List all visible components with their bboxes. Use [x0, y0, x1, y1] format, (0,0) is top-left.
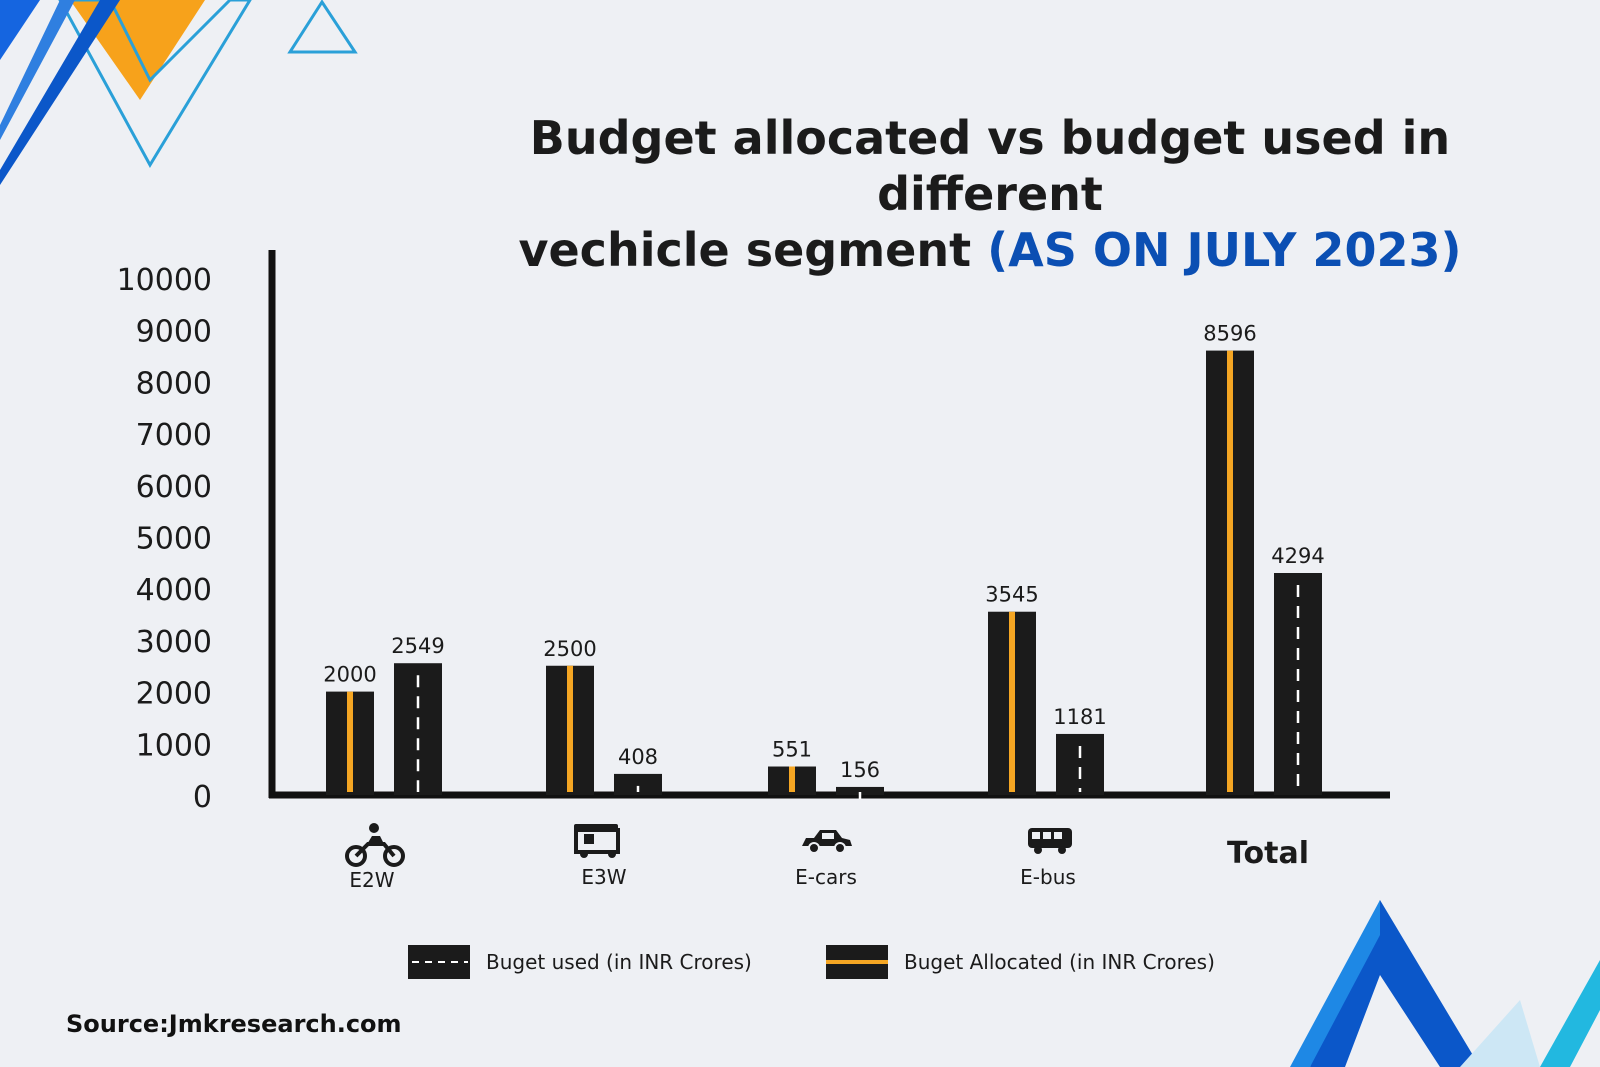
bus-icon [1028, 828, 1072, 854]
data-label: 2500 [543, 637, 596, 661]
category-label-e3w: E3W [581, 865, 627, 889]
chart-title: Budget allocated vs budget used in diffe… [440, 110, 1540, 278]
data-label: 2000 [323, 663, 376, 687]
y-tick-label: 2000 [136, 677, 212, 712]
data-label: 4294 [1271, 544, 1324, 568]
y-tick-label: 7000 [136, 418, 212, 453]
legend-used: Buget used (in INR Crores) [408, 945, 752, 979]
bar-used [1056, 733, 1104, 795]
y-tick-label: 0 [193, 780, 212, 815]
motorcycle-icon [345, 823, 405, 867]
y-tick-label: 1000 [136, 728, 212, 763]
legend-allocated: Buget Allocated (in INR Crores) [826, 945, 1215, 979]
legend-used-label: Buget used (in INR Crores) [486, 950, 752, 974]
title-highlight: (AS ON JULY 2023) [987, 223, 1462, 277]
category-label-e-cars: E-cars [795, 865, 857, 889]
y-tick-label: 4000 [136, 573, 212, 608]
bar-used [614, 773, 662, 795]
title-line-1: Budget allocated vs budget used in diffe… [529, 111, 1451, 221]
data-label: 156 [840, 758, 880, 782]
y-tick-label: 8000 [136, 366, 212, 401]
y-tick-label: 9000 [136, 315, 212, 350]
data-label: 2549 [391, 634, 444, 658]
title-line-2-main: vechicle segment [518, 223, 988, 277]
data-label: 8596 [1203, 322, 1256, 346]
data-label: 3545 [985, 583, 1038, 607]
y-tick-label: 3000 [136, 625, 212, 660]
title-line-2: vechicle segment (AS ON JULY 2023) [440, 222, 1540, 278]
category-label-total: Total [1227, 836, 1309, 871]
source-credit: Source:Jmkresearch.com [66, 1010, 402, 1038]
category-label-e2w: E2W [349, 868, 395, 892]
y-tick-label: 5000 [136, 522, 212, 557]
category-label-e-bus: E-bus [1020, 865, 1076, 889]
data-label: 1181 [1053, 705, 1106, 729]
legend-allocated-label: Buget Allocated (in INR Crores) [904, 950, 1215, 974]
legend-used-swatch [408, 945, 470, 979]
car-icon [802, 830, 852, 854]
auto-rickshaw-icon [574, 824, 620, 858]
data-label: 551 [772, 738, 812, 762]
data-label: 408 [618, 745, 658, 769]
bar-used [836, 786, 884, 795]
y-tick-label: 6000 [136, 470, 212, 505]
legend-allocated-swatch [826, 945, 888, 979]
y-tick-label: 10000 [117, 263, 212, 298]
